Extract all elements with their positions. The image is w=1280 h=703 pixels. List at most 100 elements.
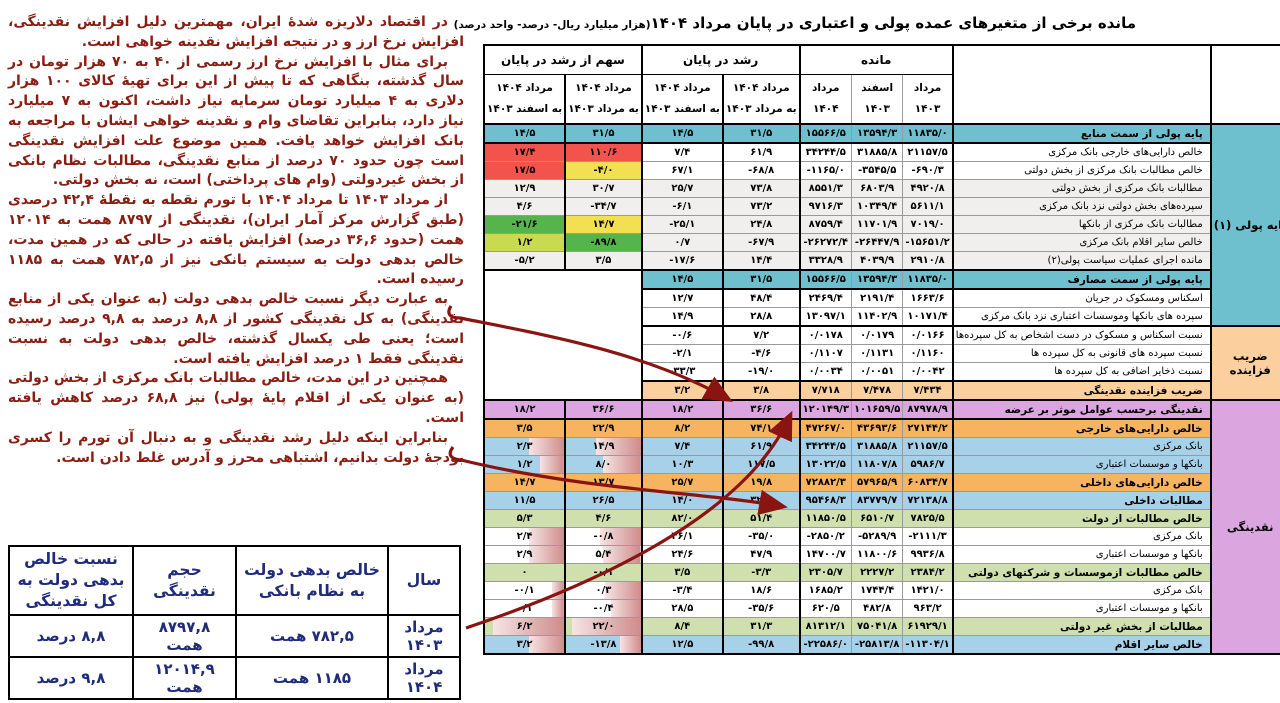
- cell-balance-esfand1403: ۴۳۶۹۳/۶: [850, 418, 904, 438]
- cell-balance-mordad1404: ۸۷۵۹/۴: [798, 215, 852, 234]
- cell-growth-ytd: ۰/۷: [640, 233, 724, 252]
- cell-balance-mordad1404: ۱۲۰۱۴۹/۳: [798, 399, 852, 420]
- table-row: خالص مطالبات بانک مرکزی از بخش دولتی -۶۹۰…: [482, 161, 1280, 180]
- cell-balance-mordad1404: ۹۷۱۶/۳: [798, 197, 852, 216]
- cell-share-ytd: ۱۷/۵: [482, 161, 566, 180]
- table-row: خالص سایر اقلام -۱۱۳۰۴/۱ -۲۵۸۱۳/۸ -۲۲۵۸۶/۰-…: [482, 635, 1280, 655]
- summary-row: مرداد ۱۴۰۳ ۷۸۲,۵ همت ۸۷۹۷,۸ همت ۸,۸ درصد: [8, 614, 461, 658]
- cell-balance-esfand1403: ۱۷۴۴/۴: [850, 581, 904, 600]
- summary-cell: ۷۸۲,۵ همت: [235, 614, 389, 658]
- table-row: مطالبات بانک مرکزی از بخش دولتی ۴۹۲۰/۸ ۶۸۰…: [482, 179, 1280, 198]
- cell-growth-ytd: ۱۲/۷: [640, 288, 724, 308]
- cell-balance-esfand1403: ۰/۱۱۳۱: [850, 344, 904, 363]
- cell-share-ytd: ۳/۵: [482, 418, 566, 438]
- cell-balance-mordad1404: ۸۱۳۱۲/۱: [798, 617, 852, 636]
- main-table-head: مانده رشد در پایان سهم از رشد در پایان مردا…: [482, 44, 1280, 125]
- cell-balance-mordad1403: -۱۱۳۰۴/۱: [902, 635, 954, 655]
- cell-balance-mordad1404: ۱۵۵۶۶/۵: [798, 269, 852, 290]
- cell-share-yoy: ۳۶/۶: [564, 399, 643, 420]
- summary-cell: ۸۷۹۷,۸ همت: [132, 614, 237, 658]
- group-label-line: ضریب: [1232, 349, 1268, 363]
- cell-balance-mordad1403: ۵۶۱۱/۱: [902, 197, 954, 216]
- cell-share-yoy: ۳۱/۵: [564, 123, 643, 144]
- cell-share-yoy: -۰/۱: [564, 563, 643, 582]
- cell-balance-mordad1404: ۳۴۲۴۴/۵: [798, 437, 852, 456]
- table-header-bar: مانده برخی از متغیرهای عمده پولی و اعتبا…: [454, 14, 1254, 32]
- table-row: مطالبات از بخش غیر دولتی ۶۱۹۲۹/۱ ۷۵۰۴۱/۸ ۸۱…: [482, 617, 1280, 636]
- cell-growth-ytd: ۷/۴: [640, 437, 724, 456]
- unit-note: (هزار میلیارد ریال- درصد- واحد درصد): [453, 19, 651, 31]
- row-label: بانکها و موسسات اعتباری: [951, 599, 1212, 618]
- growth-period-header: مرداد ۱۴۰۴ به اسفند ۱۴۰۳: [640, 74, 724, 125]
- table-row: بانک مرکزی ۱۴۲۱/۰ ۱۷۴۴/۴ ۱۶۸۵/۲ ۱۸/۶ -۳/۴ ۰/۳-…: [482, 581, 1280, 600]
- cell-balance-esfand1403: ۰/۰۰۵۱: [850, 362, 904, 382]
- row-label: پایه پولی از سمت مصارف: [951, 269, 1212, 290]
- table-row: خالص مطالبات ازموسسات و شرکتهای دولتی ۲۳۸…: [482, 563, 1280, 582]
- cell-balance-mordad1403: ۱۶۶۳/۶: [902, 288, 954, 308]
- table-row: نقدینگی نقدینگی برحسب عوامل موثر بر عرضه ۸…: [482, 399, 1280, 655]
- summary-table-wrapper: سال خالص بدهی دولت به نظام بانکی حجم نقدین…: [8, 545, 461, 700]
- row-label: بانک مرکزی: [951, 527, 1212, 546]
- header-line: ۱۴۰۴: [812, 103, 839, 115]
- cell-growth-ytd: -۲/۱: [640, 344, 724, 363]
- cell-share-ytd: ۳/۲: [482, 635, 566, 655]
- row-label: مانده اجرای عملیات سیاست پولی(۲): [951, 251, 1212, 271]
- cell-growth-yoy: ۵۱/۴: [721, 509, 801, 528]
- table-row: مطالبات بانک مرکزی از بانکها ۷۰۱۹/۰ ۱۱۷۰۱/…: [482, 215, 1280, 234]
- cell-growth-ytd: ۲۸/۵: [640, 599, 724, 618]
- cell-growth-ytd: ۳/۵: [640, 563, 724, 582]
- row-label: بانکها و موسسات اعتباری: [951, 545, 1212, 564]
- cell-share-ytd: ۶/۲: [482, 617, 566, 636]
- cell-balance-mordad1403: ۷۸۲۵/۵: [902, 509, 954, 528]
- essay-paragraph: برای مثال با افزایش نرخ ارز رسمی از ۴۰ ب…: [8, 53, 465, 189]
- cell-balance-mordad1403: ۲۳۸۴/۲: [902, 563, 954, 582]
- row-label: خالص دارایی‌های خارجی: [951, 418, 1212, 438]
- essay-paragraph: از مرداد ۱۴۰۳ تا مرداد ۱۴۰۴ با تورم نقطه…: [8, 192, 464, 288]
- row-label: سپرده‌های بخش دولتی نزد بانک مرکزی: [951, 197, 1212, 216]
- cell-balance-esfand1403: ۷/۴۷۸: [850, 380, 904, 401]
- cell-balance-mordad1403: ۱۴۲۱/۰: [902, 581, 954, 600]
- row-label: نسبت سپرده های قانونی به کل سپرده ها: [951, 344, 1212, 363]
- cell-balance-esfand1403: ۸۳۷۷۹/۷: [850, 491, 904, 510]
- cell-balance-esfand1403: ۶۵۱۰/۷: [850, 509, 904, 528]
- growth-period-header: مرداد ۱۴۰۴ به مرداد ۱۴۰۳: [721, 74, 801, 125]
- cell-growth-ytd: ۶۷/۱: [640, 161, 724, 180]
- cell-balance-mordad1403: ۸۷۹۷۸/۹: [902, 399, 954, 420]
- cell-share-yoy: ۱۱۰/۶: [564, 142, 643, 162]
- header-line: مرداد: [812, 82, 840, 94]
- cell-balance-mordad1404: -۱۱۶۵/۰: [798, 161, 852, 180]
- cell-balance-mordad1404: ۷۲۸۸۲/۳: [798, 473, 852, 492]
- cell-balance-mordad1404: ۲۴۶۹/۴: [798, 288, 852, 308]
- cell-balance-mordad1403: -۶۹۰/۳: [902, 161, 954, 180]
- cell-share-ytd: -۲۱/۶: [482, 215, 566, 234]
- cell-balance-mordad1404: ۱۵۵۶۶/۵: [798, 123, 852, 144]
- balance-period-header: مرداد ۱۴۰۴: [798, 74, 852, 125]
- cell-balance-mordad1403: ۲۱۱۵۷/۵: [902, 142, 954, 162]
- cell-balance-mordad1403: ۴۹۲۰/۸: [902, 179, 954, 198]
- summary-cell: مرداد ۱۴۰۳: [387, 614, 461, 658]
- row-label: خالص مطالبات بانک مرکزی از بخش دولتی: [951, 161, 1212, 180]
- cell-balance-esfand1403: ۳۱۸۸۵/۸: [850, 437, 904, 456]
- cell-share-yoy: -۸۹/۸: [564, 233, 643, 252]
- row-label: مطالبات بانک مرکزی از بخش دولتی: [951, 179, 1212, 198]
- cell-share-yoy: -۰/۴: [564, 599, 643, 618]
- cell-balance-mordad1404: ۹۵۴۶۸/۳: [798, 491, 852, 510]
- cell-growth-yoy: ۱۴/۴: [721, 251, 801, 271]
- row-label: خالص سایر اقلام: [951, 635, 1212, 655]
- header-line: مرداد: [913, 82, 942, 94]
- cell-share-ytd: ۲/۳: [482, 437, 566, 456]
- row-label: خالص سایر اقلام بانک مرکزی: [951, 233, 1212, 252]
- essay-paragraph: در اقتصاد دلاریزه شدهٔ ایران، مهمترین دل…: [8, 14, 464, 50]
- row-label-col-header: [951, 44, 1212, 125]
- row-label: بانک مرکزی: [951, 437, 1212, 456]
- cell-balance-mordad1404: ۱۶۸۵/۲: [798, 581, 852, 600]
- cell-growth-ytd: ۱۴/۹: [640, 307, 724, 327]
- cell-balance-esfand1403: ۱۳۵۹۴/۳: [850, 269, 904, 290]
- cell-balance-esfand1403: ۵۷۹۶۵/۹: [850, 473, 904, 492]
- header-line: به مرداد ۱۴۰۳: [568, 103, 639, 115]
- cell-growth-ytd: ۸/۴: [640, 617, 724, 636]
- header-row-periods: مرداد ۱۴۰۳ اسفند ۱۴۰۳ مرداد ۱۴۰۴ مرداد ۱۴۰۴ به …: [482, 74, 1280, 125]
- cell-balance-esfand1403: ۱۳۵۹۴/۳: [850, 123, 904, 144]
- row-label: خالص مطالبات ازموسسات و شرکتهای دولتی: [951, 563, 1212, 582]
- cell-balance-mordad1403: ۲۱۱۵۷/۵: [902, 437, 954, 456]
